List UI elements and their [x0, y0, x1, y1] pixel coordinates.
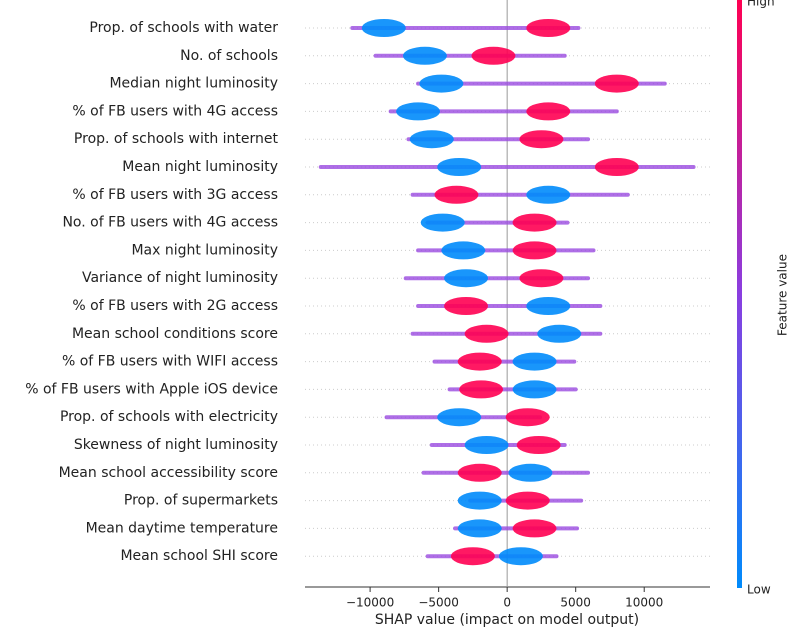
feature-label: % of FB users with 3G access: [72, 187, 278, 203]
x-tick-label: −5000: [418, 596, 459, 610]
x-tick-label: 5000: [560, 596, 591, 610]
feature-label: Prop. of schools with electricity: [60, 409, 278, 425]
swarm-cluster: [519, 130, 564, 149]
feature-label: Mean night luminosity: [122, 159, 278, 175]
swarm-cluster: [526, 102, 571, 121]
swarm-cluster: [444, 269, 489, 288]
swarm-cluster: [505, 491, 550, 510]
feature-label: % of FB users with 2G access: [72, 298, 278, 314]
swarm-cluster: [419, 74, 464, 93]
swarm-cluster: [471, 46, 516, 65]
feature-label: Prop. of schools with internet: [74, 131, 279, 147]
swarm-cluster: [512, 241, 557, 260]
x-tick-label: −10000: [346, 596, 394, 610]
feature-label: Mean daytime temperature: [86, 520, 278, 536]
colorbar-label: Feature value: [776, 254, 790, 336]
swarm-cluster: [437, 158, 482, 176]
swarm-cluster: [444, 297, 489, 315]
x-tick-label: 10000: [625, 596, 663, 610]
swarm-cluster: [526, 19, 571, 37]
swarm-cluster: [519, 269, 564, 288]
x-axis-label: SHAP value (impact on model output): [375, 612, 639, 628]
swarm-cluster: [526, 185, 571, 204]
feature-label: Variance of night luminosity: [82, 270, 278, 286]
colorbar-high: High: [747, 0, 775, 9]
feature-label: % of FB users with Apple iOS device: [25, 381, 278, 397]
swarm-cluster: [441, 241, 486, 260]
swarm-cluster: [459, 380, 504, 399]
colorbar-low: Low: [747, 583, 771, 597]
feature-label: Prop. of supermarkets: [124, 493, 278, 509]
x-tick-label: 0: [503, 596, 511, 610]
swarm-cluster: [512, 519, 557, 538]
swarm-cluster: [396, 102, 441, 121]
swarm-cluster: [512, 352, 557, 371]
swarm-cluster: [450, 547, 495, 566]
swarm-cluster: [457, 463, 502, 482]
feature-label: % of FB users with 4G access: [72, 103, 278, 119]
swarm-cluster: [512, 380, 557, 399]
swarm-cluster: [464, 324, 509, 343]
swarm-cluster: [457, 352, 502, 371]
swarm-cluster: [402, 46, 447, 65]
feature-label: Prop. of schools with water: [89, 20, 278, 36]
feature-label: Mean school accessibility score: [59, 465, 278, 481]
swarm-cluster: [512, 213, 557, 232]
swarm-cluster: [420, 213, 465, 232]
colorbar: [737, 0, 742, 588]
feature-label: No. of FB users with 4G access: [62, 215, 278, 231]
swarm-cluster: [505, 408, 550, 427]
swarm-cluster: [594, 74, 639, 93]
swarm-cluster: [537, 324, 582, 343]
feature-label: Mean school SHI score: [120, 548, 278, 564]
feature-label: Skewness of night luminosity: [74, 437, 278, 453]
swarm-cluster: [508, 463, 553, 482]
swarm-cluster: [594, 158, 639, 176]
swarm-cluster: [526, 297, 571, 315]
swarm-cluster: [434, 185, 479, 204]
feature-label: No. of schools: [180, 48, 278, 64]
swarm-cluster: [457, 519, 502, 538]
swarm-cluster: [457, 491, 502, 510]
swarm-cluster: [464, 436, 509, 454]
swarm-cluster: [409, 130, 454, 149]
feature-label: Mean school conditions score: [72, 326, 278, 342]
feature-label: Median night luminosity: [109, 76, 278, 92]
swarm-cluster: [361, 19, 406, 37]
swarm-cluster: [437, 408, 482, 427]
swarm-cluster: [516, 436, 561, 454]
feature-label: Max night luminosity: [131, 242, 278, 258]
swarm-cluster: [498, 547, 543, 566]
feature-label: % of FB users with WIFI access: [62, 354, 278, 370]
